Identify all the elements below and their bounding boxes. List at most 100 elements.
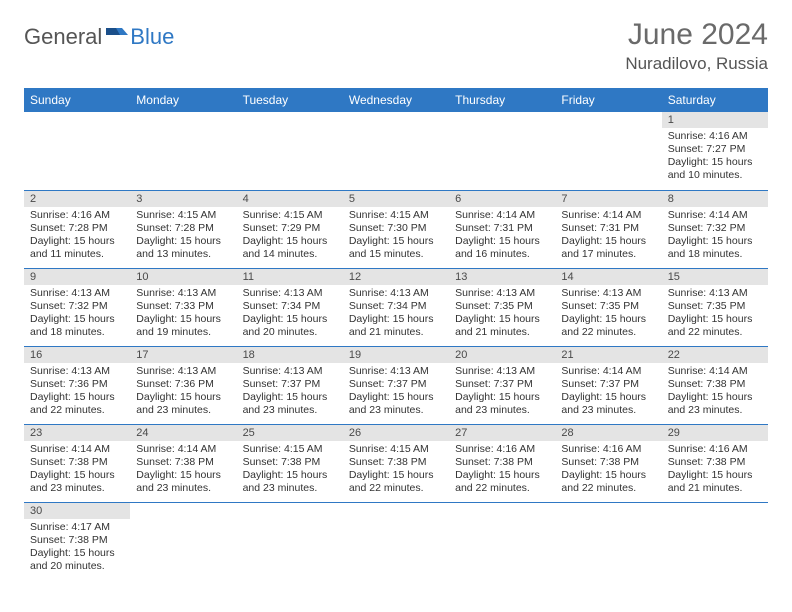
day-sr: Sunrise: 4:13 AM [30, 287, 124, 300]
day-sr: Sunrise: 4:13 AM [243, 365, 337, 378]
day-dl2: and 16 minutes. [455, 248, 549, 261]
day-dl1: Daylight: 15 hours [561, 391, 655, 404]
calendar-cell [555, 502, 661, 580]
flag-icon [106, 26, 128, 49]
day-details: Sunrise: 4:13 AMSunset: 7:37 PMDaylight:… [237, 363, 343, 422]
day-dl2: and 15 minutes. [349, 248, 443, 261]
weekday-header: Thursday [449, 88, 555, 112]
day-number: 5 [343, 191, 449, 207]
day-ss: Sunset: 7:37 PM [349, 378, 443, 391]
day-ss: Sunset: 7:38 PM [349, 456, 443, 469]
day-dl2: and 22 minutes. [668, 326, 762, 339]
calendar-cell: 8Sunrise: 4:14 AMSunset: 7:32 PMDaylight… [662, 190, 768, 268]
day-sr: Sunrise: 4:15 AM [243, 443, 337, 456]
day-dl2: and 10 minutes. [668, 169, 762, 182]
day-details: Sunrise: 4:16 AMSunset: 7:38 PMDaylight:… [555, 441, 661, 500]
day-number: 17 [130, 347, 236, 363]
day-dl1: Daylight: 15 hours [136, 235, 230, 248]
day-number: 26 [343, 425, 449, 441]
calendar-cell: 14Sunrise: 4:13 AMSunset: 7:35 PMDayligh… [555, 268, 661, 346]
day-ss: Sunset: 7:38 PM [30, 534, 124, 547]
day-ss: Sunset: 7:37 PM [243, 378, 337, 391]
calendar-cell: 2Sunrise: 4:16 AMSunset: 7:28 PMDaylight… [24, 190, 130, 268]
day-dl1: Daylight: 15 hours [136, 313, 230, 326]
day-details: Sunrise: 4:15 AMSunset: 7:38 PMDaylight:… [237, 441, 343, 500]
day-number: 9 [24, 269, 130, 285]
day-ss: Sunset: 7:33 PM [136, 300, 230, 313]
day-number: 6 [449, 191, 555, 207]
day-ss: Sunset: 7:35 PM [668, 300, 762, 313]
day-sr: Sunrise: 4:16 AM [561, 443, 655, 456]
day-dl2: and 18 minutes. [30, 326, 124, 339]
day-number: 24 [130, 425, 236, 441]
calendar-cell: 17Sunrise: 4:13 AMSunset: 7:36 PMDayligh… [130, 346, 236, 424]
day-sr: Sunrise: 4:14 AM [561, 365, 655, 378]
day-sr: Sunrise: 4:13 AM [136, 365, 230, 378]
day-sr: Sunrise: 4:15 AM [349, 209, 443, 222]
day-dl1: Daylight: 15 hours [30, 313, 124, 326]
day-sr: Sunrise: 4:13 AM [349, 365, 443, 378]
day-number: 23 [24, 425, 130, 441]
day-sr: Sunrise: 4:13 AM [349, 287, 443, 300]
day-dl2: and 23 minutes. [136, 404, 230, 417]
day-number: 12 [343, 269, 449, 285]
day-number-empty [555, 112, 661, 128]
day-dl2: and 21 minutes. [455, 326, 549, 339]
day-number: 21 [555, 347, 661, 363]
day-number-empty [24, 112, 130, 128]
day-number: 27 [449, 425, 555, 441]
calendar-cell: 7Sunrise: 4:14 AMSunset: 7:31 PMDaylight… [555, 190, 661, 268]
day-dl1: Daylight: 15 hours [668, 391, 762, 404]
day-dl1: Daylight: 15 hours [668, 235, 762, 248]
day-dl1: Daylight: 15 hours [30, 235, 124, 248]
day-details: Sunrise: 4:14 AMSunset: 7:38 PMDaylight:… [24, 441, 130, 500]
day-details: Sunrise: 4:16 AMSunset: 7:38 PMDaylight:… [662, 441, 768, 500]
day-details: Sunrise: 4:13 AMSunset: 7:35 PMDaylight:… [555, 285, 661, 344]
weekday-header-row: SundayMondayTuesdayWednesdayThursdayFrid… [24, 88, 768, 112]
calendar-cell [237, 502, 343, 580]
day-details: Sunrise: 4:15 AMSunset: 7:38 PMDaylight:… [343, 441, 449, 500]
day-details: Sunrise: 4:13 AMSunset: 7:34 PMDaylight:… [343, 285, 449, 344]
day-dl1: Daylight: 15 hours [455, 469, 549, 482]
calendar-cell [343, 502, 449, 580]
day-dl1: Daylight: 15 hours [243, 391, 337, 404]
day-dl2: and 22 minutes. [561, 326, 655, 339]
calendar-cell [662, 502, 768, 580]
day-dl1: Daylight: 15 hours [455, 235, 549, 248]
day-number: 10 [130, 269, 236, 285]
day-number: 20 [449, 347, 555, 363]
calendar-cell [343, 112, 449, 190]
day-dl2: and 23 minutes. [30, 482, 124, 495]
day-number: 16 [24, 347, 130, 363]
header: General Blue June 2024 Nuradilovo, Russi… [24, 18, 768, 74]
day-ss: Sunset: 7:32 PM [668, 222, 762, 235]
calendar-cell: 21Sunrise: 4:14 AMSunset: 7:37 PMDayligh… [555, 346, 661, 424]
day-dl2: and 23 minutes. [243, 482, 337, 495]
day-dl1: Daylight: 15 hours [243, 469, 337, 482]
calendar-cell [130, 112, 236, 190]
day-details: Sunrise: 4:15 AMSunset: 7:29 PMDaylight:… [237, 207, 343, 266]
day-sr: Sunrise: 4:13 AM [455, 365, 549, 378]
calendar-cell: 9Sunrise: 4:13 AMSunset: 7:32 PMDaylight… [24, 268, 130, 346]
day-details: Sunrise: 4:13 AMSunset: 7:35 PMDaylight:… [449, 285, 555, 344]
day-sr: Sunrise: 4:16 AM [668, 443, 762, 456]
day-dl2: and 20 minutes. [30, 560, 124, 573]
day-sr: Sunrise: 4:17 AM [30, 521, 124, 534]
day-details: Sunrise: 4:13 AMSunset: 7:34 PMDaylight:… [237, 285, 343, 344]
day-details: Sunrise: 4:13 AMSunset: 7:36 PMDaylight:… [130, 363, 236, 422]
calendar-cell [449, 112, 555, 190]
calendar-table: SundayMondayTuesdayWednesdayThursdayFrid… [24, 88, 768, 580]
day-ss: Sunset: 7:38 PM [243, 456, 337, 469]
calendar-cell: 10Sunrise: 4:13 AMSunset: 7:33 PMDayligh… [130, 268, 236, 346]
day-details: Sunrise: 4:13 AMSunset: 7:37 PMDaylight:… [449, 363, 555, 422]
day-details: Sunrise: 4:14 AMSunset: 7:32 PMDaylight:… [662, 207, 768, 266]
day-ss: Sunset: 7:30 PM [349, 222, 443, 235]
day-dl2: and 23 minutes. [136, 482, 230, 495]
calendar-cell: 11Sunrise: 4:13 AMSunset: 7:34 PMDayligh… [237, 268, 343, 346]
day-details: Sunrise: 4:17 AMSunset: 7:38 PMDaylight:… [24, 519, 130, 578]
day-details: Sunrise: 4:13 AMSunset: 7:36 PMDaylight:… [24, 363, 130, 422]
calendar-cell: 30Sunrise: 4:17 AMSunset: 7:38 PMDayligh… [24, 502, 130, 580]
calendar-body: 1Sunrise: 4:16 AMSunset: 7:27 PMDaylight… [24, 112, 768, 580]
calendar-cell: 28Sunrise: 4:16 AMSunset: 7:38 PMDayligh… [555, 424, 661, 502]
day-dl1: Daylight: 15 hours [455, 313, 549, 326]
